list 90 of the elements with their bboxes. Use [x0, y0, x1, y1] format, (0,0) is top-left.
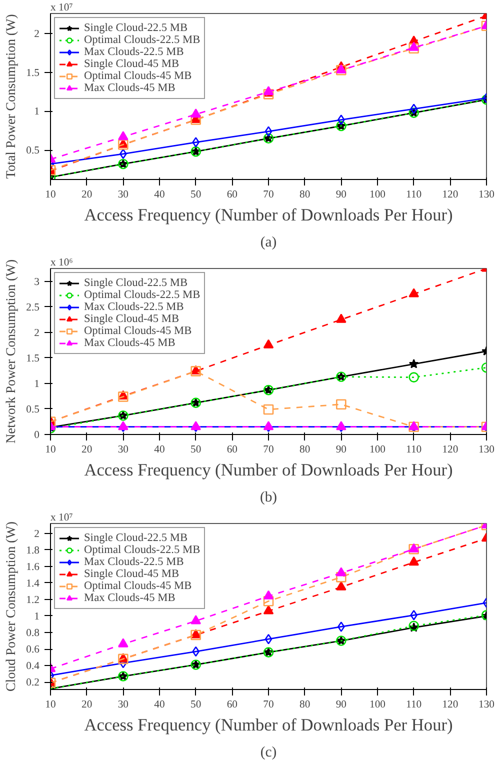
- x-tick-label: 20: [82, 190, 92, 200]
- x-tick-label: 50: [190, 190, 202, 200]
- x-tick-label: 100: [370, 444, 386, 456]
- legend-label: Single Cloud-45 MB: [84, 58, 180, 70]
- x-tick-label: 80: [300, 190, 310, 200]
- text: (c): [260, 744, 277, 760]
- x-tick-label: 70: [263, 700, 274, 710]
- x-tick-label: 10: [45, 700, 56, 710]
- x-tick-label: 90: [336, 444, 346, 456]
- legend-label: Single Cloud-45 MB: [84, 313, 180, 325]
- y-tick-label: 0.8: [26, 628, 40, 640]
- x-tick-label: 30: [118, 190, 128, 200]
- y-tick-label: 2: [34, 528, 40, 540]
- x-axis-title: Access Frequency (Number of Downloads Per Hour): [84, 206, 454, 224]
- legend-label: Max Clouds-45 MB: [84, 592, 176, 604]
- x-tick-label: 100: [370, 190, 386, 200]
- y-tick-label: 0.5: [26, 404, 40, 416]
- x-tick-label: 20: [82, 700, 92, 710]
- x-tick-label: 30: [118, 444, 128, 456]
- x-tick-label: 110: [406, 700, 422, 710]
- x-tick-label: 80: [300, 700, 310, 710]
- legend-label: Max Clouds-22.5 MB: [84, 556, 184, 568]
- x-tick-label: 30: [118, 700, 128, 710]
- y-tick-label: 1: [34, 611, 40, 622]
- legend-label: Optimal Clouds-45 MB: [84, 580, 192, 592]
- legend-label: Single Cloud-22.5 MB: [84, 22, 188, 34]
- legend-label: Optimal Clouds-22.5 MB: [84, 289, 200, 301]
- legend-label: Optimal Clouds-45 MB: [84, 70, 192, 82]
- x-tick-label: 10: [45, 190, 56, 200]
- x-tick-label: 60: [226, 190, 238, 200]
- annotation: x 10⁷: [50, 2, 74, 14]
- legend-label: Max Clouds-22.5 MB: [84, 301, 184, 313]
- x-tick-label: 70: [263, 190, 274, 200]
- legend-label: Single Cloud-22.5 MB: [84, 277, 188, 289]
- y-tick-label: 2.5: [26, 302, 40, 314]
- y-tick-label: 0.4: [26, 661, 40, 672]
- x-axis-title: Access Frequency (Number of Downloads Per Hour): [84, 460, 454, 480]
- x-tick-label: 50: [190, 700, 202, 710]
- y-tick-label: 1.8: [26, 545, 40, 556]
- x-tick-label: 110: [406, 190, 422, 200]
- legend-label: Single Cloud-45 MB: [84, 568, 180, 580]
- y-tick-label: 1: [34, 106, 40, 118]
- y-tick-label: 1.5: [26, 353, 40, 364]
- annotation: x 10⁷: [50, 512, 74, 524]
- x-tick-label: 60: [226, 444, 238, 456]
- y-tick-label: 0.2: [26, 678, 40, 689]
- x-tick-label: 120: [442, 444, 458, 456]
- y-axis-title: Cloud Power Consumption (W): [3, 522, 18, 692]
- annotation: x 10⁶: [50, 258, 74, 268]
- y-tick-label: 1: [34, 378, 40, 390]
- x-tick-label: 40: [154, 190, 165, 200]
- legend-label: Max Clouds-45 MB: [84, 82, 176, 94]
- x-tick-label: 120: [442, 700, 458, 710]
- y-axis-title: Network Power Consumption (W): [3, 260, 18, 444]
- legend-label: Optimal Clouds-22.5 MB: [84, 544, 200, 556]
- x-tick-label: 120: [442, 190, 458, 200]
- x-tick-label: 40: [154, 700, 165, 710]
- y-tick-label: 1.6: [26, 562, 40, 573]
- legend-label: Max Clouds-45 MB: [84, 337, 176, 349]
- legend-label: Optimal Clouds-22.5 MB: [84, 34, 200, 46]
- x-tick-label: 130: [478, 700, 494, 710]
- y-tick-label: 2: [34, 29, 40, 40]
- x-tick-label: 50: [190, 444, 202, 456]
- x-tick-label: 40: [154, 444, 165, 456]
- y-tick-label: 1.2: [26, 594, 40, 606]
- y-tick-label: 0.6: [26, 644, 40, 656]
- text: (b): [260, 490, 278, 506]
- legend-label: Optimal Clouds-45 MB: [84, 325, 192, 337]
- y-tick-label: 0: [34, 430, 40, 441]
- text: (a): [260, 234, 277, 250]
- x-tick-label: 10: [45, 444, 56, 456]
- x-tick-label: 130: [478, 444, 494, 456]
- legend-label: Single Cloud-22.5 MB: [84, 532, 188, 544]
- y-tick-label: 1.4: [26, 578, 40, 590]
- x-axis-title: Access Frequency (Number of Downloads Per Hour): [84, 716, 454, 734]
- x-tick-label: 90: [336, 700, 346, 710]
- x-tick-label: 60: [226, 700, 238, 710]
- y-tick-label: 0.5: [26, 146, 40, 157]
- y-tick-label: 2: [34, 328, 40, 339]
- y-tick-label: 3: [34, 276, 40, 288]
- x-tick-label: 100: [370, 700, 386, 710]
- x-tick-label: 70: [263, 444, 274, 456]
- legend-label: Max Clouds-22.5 MB: [84, 46, 184, 58]
- x-tick-label: 90: [336, 190, 346, 200]
- x-tick-label: 110: [406, 444, 422, 456]
- x-tick-label: 80: [300, 444, 310, 456]
- y-tick-label: 1.5: [26, 68, 40, 79]
- y-axis-title: Total Power Consumption (W): [3, 14, 18, 179]
- x-tick-label: 130: [478, 190, 494, 200]
- x-tick-label: 20: [82, 444, 92, 456]
